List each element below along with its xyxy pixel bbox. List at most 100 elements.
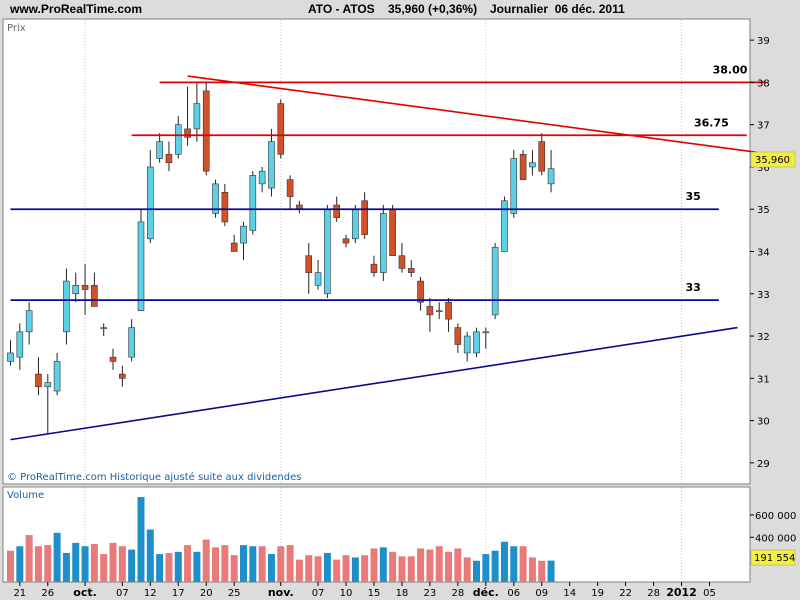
volume-tick-label: 600 000 [755,511,796,522]
candle-body [463,335,471,354]
candle-body [35,373,42,388]
x-tick-label: 19 [591,588,604,599]
candle-body [184,128,191,138]
support-trend-line [10,326,738,441]
volume-bar [249,546,257,582]
volume-bar [165,552,173,582]
volume-tick-label: 400 000 [755,533,796,544]
candle-body [174,124,182,155]
x-tick-label: 23 [424,588,437,599]
volume-bar [333,559,341,582]
candle-body [501,200,508,252]
volume-bar [295,559,303,582]
candle-body [81,285,89,290]
volume-bar [25,535,33,582]
candle-body [193,103,201,130]
candle-body [137,221,145,311]
volume-bar [426,549,434,582]
volume-bar [53,532,61,582]
level-label: 36.75 [694,116,729,129]
volume-bar [538,560,546,582]
x-tick-label: déc. [473,586,499,599]
volume-bar [109,542,117,582]
y-tick-label: 39 [757,36,770,47]
candle-body [156,141,163,159]
candle-body [277,103,285,155]
last-volume-marker: 191 554 [750,549,795,566]
candle-body [324,208,331,295]
candle-body [221,192,229,223]
candle-body [426,306,434,316]
volume-bar [445,551,453,582]
chart-header: www.ProRealTime.com ATO - ATOS 35,960 (+… [0,0,800,18]
y-tick-label: 30 [757,417,770,428]
candle-body [389,208,396,257]
candle-body [230,242,238,252]
candle-body [398,255,406,269]
x-tick-label: 17 [172,588,185,599]
x-tick-label: 28 [647,588,660,599]
y-tick-label: 33 [757,290,770,301]
candle-body [240,225,247,244]
volume-bar [473,560,480,582]
volume-bar [491,550,499,582]
x-tick-label: 06 [507,588,520,599]
volume-bar [184,545,192,582]
volume-bar [379,547,387,582]
volume-bar [435,546,443,582]
candle-body [417,280,424,303]
candle-body [529,162,536,168]
volume-bar [314,556,322,582]
candle-body [454,327,462,345]
candle-body [314,272,322,286]
volume-bar [258,546,266,582]
candle-body [305,255,313,273]
candle-body [25,310,33,333]
x-tick-label: 18 [396,588,409,599]
candle-body [361,200,368,235]
candlesticks [7,82,555,434]
candle-body [491,246,499,316]
volume-bar [370,548,378,582]
x-tick-label: 09 [535,588,548,599]
candle-body [165,153,173,164]
candle-body [44,382,52,388]
volume-bar [212,547,220,582]
candle-body [407,268,415,273]
candle-body [435,310,443,312]
y-tick-label: 35 [757,205,770,216]
y-tick-label: 31 [757,374,770,385]
candle-body [482,331,490,334]
x-tick-label: 2012 [666,586,697,599]
candle-body [370,263,378,273]
candle-body [473,331,480,354]
volume-panel-label: Volume [7,490,44,501]
level-label: 33 [686,281,701,294]
candle-body [445,301,452,320]
volume-bar [528,557,536,582]
site-name[interactable]: www.ProRealTime.com [10,2,143,16]
symbol-name: ATO - ATOS [308,2,375,16]
candle-body [547,168,555,185]
volume-bar [44,545,52,582]
candle-body [342,238,350,244]
volume-bar [193,551,201,582]
candle-body [100,327,107,329]
y-tick-label: 37 [757,121,770,132]
x-tick-label: 20 [200,588,213,599]
candle-body [286,179,294,197]
x-tick-label: 07 [312,588,325,599]
candle-body [53,361,61,392]
volume-bar [547,560,555,582]
x-tick-label: 28 [451,588,464,599]
x-tick-label: 26 [41,588,54,599]
level-label: 38.00 [713,63,748,76]
volume-bar [221,545,229,582]
x-tick-label: nov. [268,586,294,599]
volume-bar [277,546,285,582]
y-tick-label: 38 [757,78,770,89]
volume-bar [34,546,42,582]
candle-body [7,352,14,362]
volume-bar [62,552,70,582]
grid [84,20,683,581]
